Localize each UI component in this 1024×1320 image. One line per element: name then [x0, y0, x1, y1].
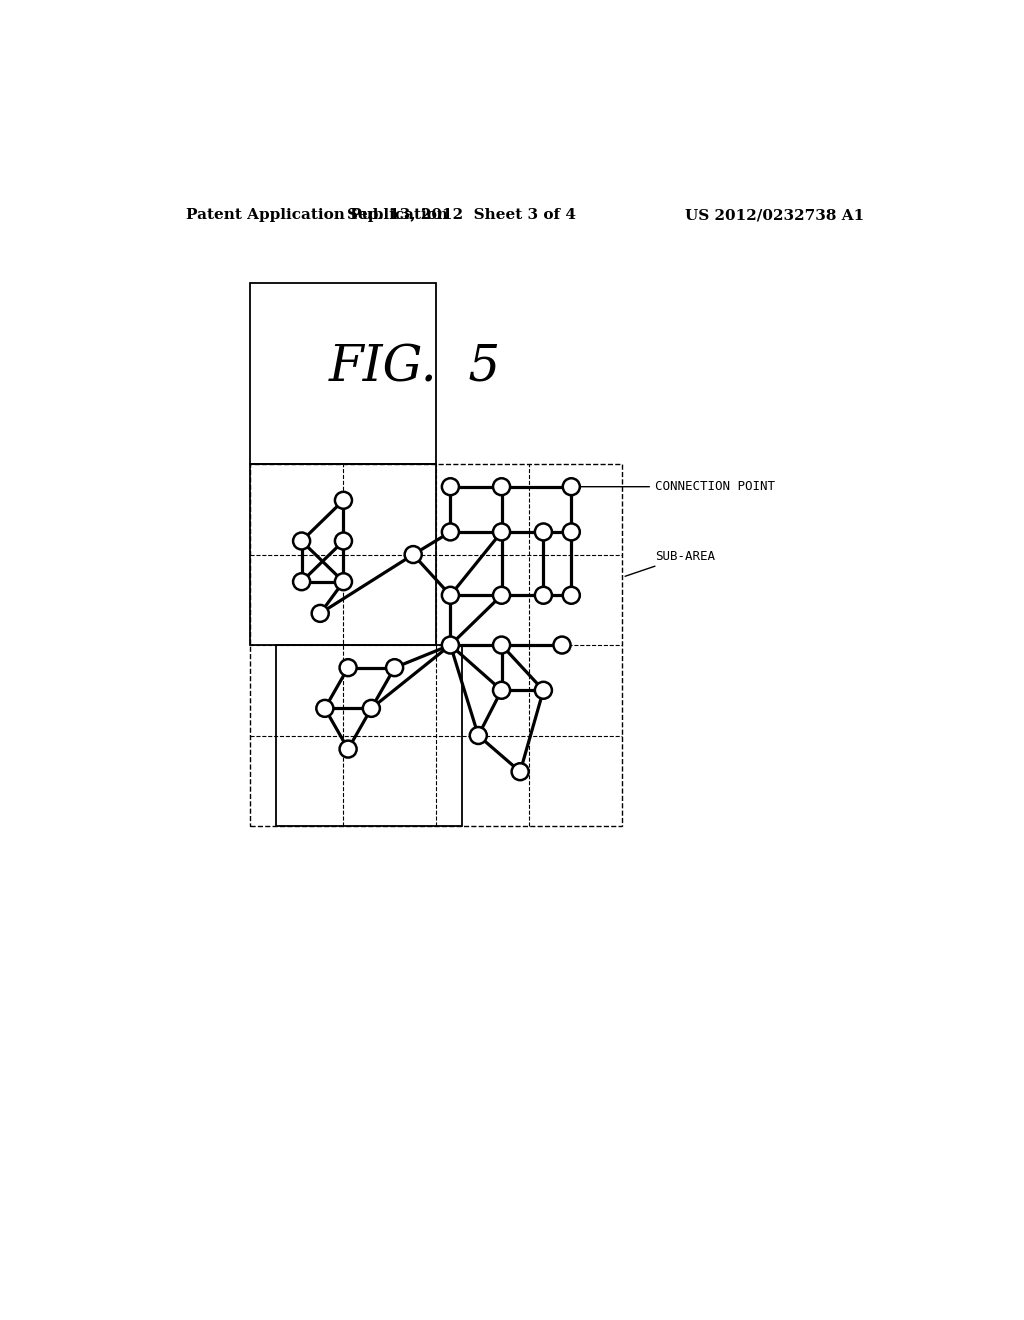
- Bar: [251, 465, 623, 826]
- Circle shape: [563, 478, 580, 495]
- Text: Patent Application Publication: Patent Application Publication: [186, 209, 449, 223]
- Text: CONNECTION POINT: CONNECTION POINT: [574, 480, 775, 494]
- Circle shape: [362, 700, 380, 717]
- Circle shape: [335, 573, 352, 590]
- Circle shape: [404, 546, 422, 564]
- Circle shape: [535, 682, 552, 698]
- Circle shape: [493, 636, 510, 653]
- Circle shape: [535, 587, 552, 603]
- Circle shape: [493, 524, 510, 540]
- Circle shape: [316, 700, 334, 717]
- Circle shape: [386, 659, 403, 676]
- Circle shape: [442, 478, 459, 495]
- Circle shape: [512, 763, 528, 780]
- Circle shape: [563, 524, 580, 540]
- Bar: [251, 284, 436, 465]
- Bar: [251, 465, 436, 645]
- Circle shape: [340, 741, 356, 758]
- Circle shape: [340, 659, 356, 676]
- Circle shape: [493, 682, 510, 698]
- Circle shape: [442, 636, 459, 653]
- Circle shape: [335, 532, 352, 549]
- Circle shape: [563, 587, 580, 603]
- Text: SUB-AREA: SUB-AREA: [625, 549, 715, 577]
- Circle shape: [442, 524, 459, 540]
- Circle shape: [554, 636, 570, 653]
- Text: US 2012/0232738 A1: US 2012/0232738 A1: [685, 209, 864, 223]
- Circle shape: [442, 587, 459, 603]
- Circle shape: [535, 524, 552, 540]
- Circle shape: [470, 727, 486, 744]
- Circle shape: [311, 605, 329, 622]
- Text: Sep. 13, 2012  Sheet 3 of 4: Sep. 13, 2012 Sheet 3 of 4: [347, 209, 575, 223]
- Bar: [276, 645, 463, 826]
- Circle shape: [293, 573, 310, 590]
- Circle shape: [335, 492, 352, 508]
- Text: FIG.  5: FIG. 5: [329, 343, 501, 392]
- Circle shape: [293, 532, 310, 549]
- Circle shape: [493, 478, 510, 495]
- Circle shape: [493, 587, 510, 603]
